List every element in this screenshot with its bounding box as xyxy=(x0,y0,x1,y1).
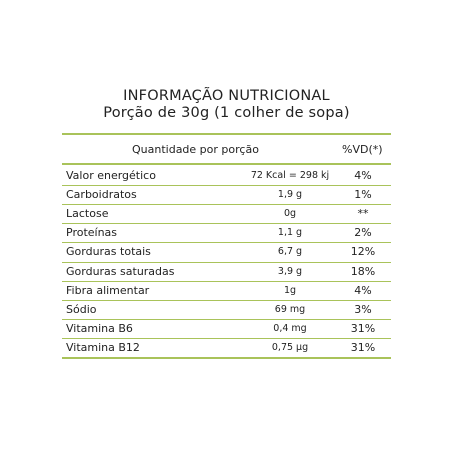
row-divider xyxy=(62,337,391,339)
nutrient-dv: ** xyxy=(357,207,369,221)
nutrient-name: Gorduras totais xyxy=(66,245,151,259)
nutrient-amount: 69 mg xyxy=(274,303,306,315)
subtitle: Porção de 30g (1 colher de sopa) xyxy=(103,105,350,121)
row-divider xyxy=(62,261,391,263)
nutrient-amount: 1,9 g xyxy=(277,189,303,201)
table-border xyxy=(62,163,391,165)
nutrient-dv: 1% xyxy=(354,188,372,202)
nutrient-name: Valor energético xyxy=(66,169,156,182)
header-cell: Quantidade por porção xyxy=(132,143,259,156)
nutrient-name: Vitamina B12 xyxy=(66,340,140,354)
nutrient-name: Fibra alimentar xyxy=(66,283,150,297)
nutrient-dv: 31% xyxy=(350,340,376,354)
nutrient-dv: 12% xyxy=(350,245,376,259)
title: INFORMAÇÃO NUTRICIONAL xyxy=(123,88,330,104)
row-divider xyxy=(62,223,391,225)
nutrient-amount: 3,9 g xyxy=(277,265,303,277)
nutrient-dv: 2% xyxy=(354,226,372,240)
table-border xyxy=(62,357,391,359)
nutrient-dv: 4% xyxy=(354,169,372,182)
nutrient-amount: 0,75 µg xyxy=(271,341,309,353)
nutrient-amount: 0,4 mg xyxy=(273,322,307,334)
nutrient-name: Gorduras saturadas xyxy=(66,264,175,278)
nutrient-dv: 4% xyxy=(354,283,372,297)
row-divider xyxy=(62,280,391,282)
nutrient-name: Vitamina B6 xyxy=(66,321,133,335)
row-divider xyxy=(62,318,391,320)
nutrient-amount: 72 Kcal = 298 kj xyxy=(250,170,330,181)
nutrient-amount: 1,1 g xyxy=(277,227,303,239)
header-cell: %VD(*) xyxy=(342,143,383,156)
nutrient-name: Proteínas xyxy=(66,226,118,240)
nutrient-dv: 3% xyxy=(354,302,372,316)
nutrient-name: Carboidratos xyxy=(66,188,137,202)
row-divider xyxy=(62,185,391,187)
row-divider xyxy=(62,299,391,301)
table-border xyxy=(62,133,391,135)
nutrient-dv: 18% xyxy=(350,264,376,278)
row-divider xyxy=(62,242,391,244)
nutrient-name: Sódio xyxy=(66,302,97,316)
nutrient-name: Lactose xyxy=(66,207,109,221)
nutrient-dv: 31% xyxy=(350,321,376,335)
nutrient-amount: 6,7 g xyxy=(277,246,303,258)
nutrient-amount: 0g xyxy=(283,208,297,220)
nutrient-amount: 1g xyxy=(283,284,297,296)
row-divider xyxy=(62,204,391,206)
